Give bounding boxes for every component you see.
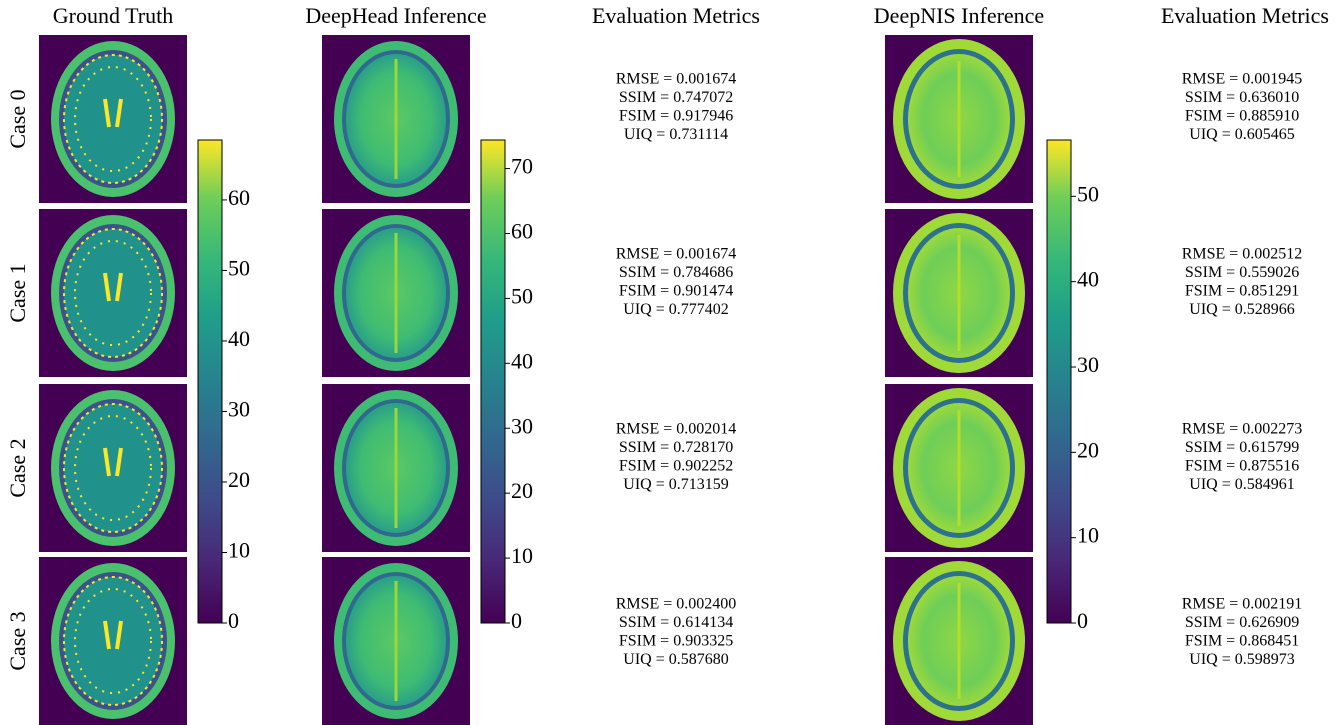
scan-brain	[64, 577, 162, 705]
metric-line: RMSE = 0.001674	[616, 246, 737, 263]
colorbar-tick-label: 40	[1077, 267, 1099, 292]
colorbar-tick-label: 0	[228, 608, 239, 633]
colorbar-tick-label: 10	[511, 543, 533, 568]
colorbar-tick-label: 20	[228, 467, 250, 492]
metric-line: FSIM = 0.885910	[1185, 108, 1299, 125]
metric-line: FSIM = 0.902252	[619, 458, 733, 475]
metric-line: UIQ = 0.777402	[623, 301, 728, 318]
colorbar-tick-label: 10	[1077, 523, 1099, 548]
colorbar-tick-label: 70	[511, 154, 533, 179]
scan-brain	[64, 404, 162, 532]
colorbar	[481, 140, 505, 623]
metric-line: RMSE = 0.001674	[616, 71, 737, 88]
metric-line: FSIM = 0.903325	[619, 633, 733, 650]
scan-brain	[64, 55, 162, 183]
metric-line: FSIM = 0.917946	[619, 108, 733, 125]
colorbar-tick-label: 50	[1077, 181, 1099, 206]
row-label: Case 1	[5, 263, 30, 322]
column-title: Evaluation Metrics	[592, 3, 760, 28]
colorbar-tick-label: 50	[228, 255, 250, 280]
metric-line: SSIM = 0.615799	[1185, 439, 1299, 456]
metric-line: FSIM = 0.851291	[1185, 283, 1299, 300]
metric-line: UIQ = 0.587680	[623, 651, 728, 668]
metric-line: SSIM = 0.747072	[619, 89, 733, 106]
figure: Ground Truth DeepHead Inference Evaluation…	[0, 0, 1343, 725]
metric-line: UIQ = 0.528966	[1189, 301, 1294, 318]
metric-line: SSIM = 0.559026	[1185, 264, 1299, 281]
metric-line: UIQ = 0.713159	[623, 476, 728, 493]
metric-line: RMSE = 0.002191	[1182, 596, 1303, 613]
colorbar-tick-label: 30	[511, 413, 533, 438]
metric-line: UIQ = 0.605465	[1189, 126, 1294, 143]
metric-line: RMSE = 0.002400	[616, 596, 737, 613]
metric-line: SSIM = 0.784686	[619, 264, 733, 281]
colorbar-tick-label: 20	[1077, 437, 1099, 462]
colorbar-tick-label: 0	[511, 608, 522, 633]
metric-line: UIQ = 0.584961	[1189, 476, 1294, 493]
column-title: Evaluation Metrics	[1161, 3, 1329, 28]
metric-line: UIQ = 0.731114	[624, 126, 728, 143]
metric-line: SSIM = 0.614134	[619, 614, 733, 631]
metric-line: RMSE = 0.002273	[1182, 421, 1303, 438]
metric-line: FSIM = 0.875516	[1185, 458, 1299, 475]
metric-line: RMSE = 0.002512	[1182, 246, 1303, 263]
row-label: Case 0	[5, 89, 30, 148]
row-label: Case 3	[5, 611, 30, 670]
metric-line: FSIM = 0.901474	[619, 283, 733, 300]
metric-line: RMSE = 0.002014	[616, 421, 737, 438]
metric-line: FSIM = 0.868451	[1185, 633, 1299, 650]
metric-line: RMSE = 0.001945	[1182, 71, 1303, 88]
colorbar	[1047, 140, 1071, 623]
colorbar-tick-label: 0	[1077, 608, 1088, 633]
row-label: Case 2	[5, 438, 30, 497]
colorbar	[198, 140, 222, 623]
column-title: DeepHead Inference	[305, 3, 486, 28]
colorbar-tick-label: 30	[228, 397, 250, 422]
metric-line: SSIM = 0.728170	[619, 439, 733, 456]
colorbar-tick-label: 40	[228, 326, 250, 351]
colorbar-tick-label: 60	[228, 185, 250, 210]
colorbar-tick-label: 40	[511, 348, 533, 373]
metric-line: SSIM = 0.636010	[1185, 89, 1299, 106]
colorbar-tick-label: 50	[511, 283, 533, 308]
metric-line: UIQ = 0.598973	[1189, 651, 1294, 668]
column-title: Ground Truth	[53, 3, 173, 28]
colorbar-tick-label: 30	[1077, 352, 1099, 377]
colorbar-tick-label: 60	[511, 219, 533, 244]
column-title: DeepNIS Inference	[874, 3, 1044, 28]
metric-line: SSIM = 0.626909	[1185, 614, 1299, 631]
colorbar-tick-label: 10	[228, 538, 250, 563]
colorbar-tick-label: 20	[511, 478, 533, 503]
scan-brain	[64, 229, 162, 357]
